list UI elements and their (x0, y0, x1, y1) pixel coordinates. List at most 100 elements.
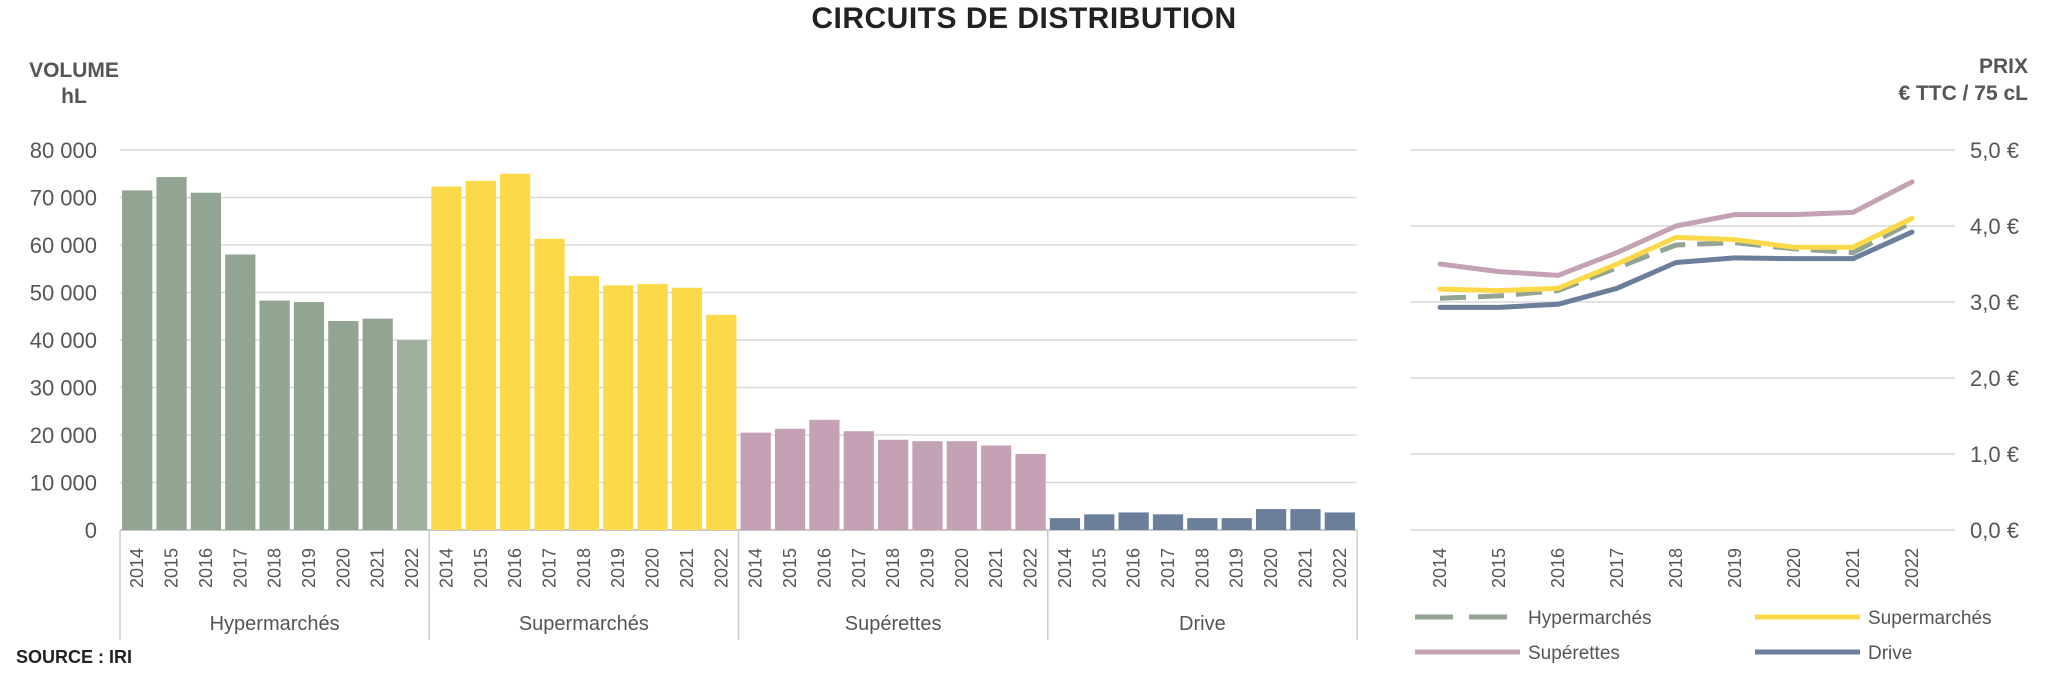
x-tick-label: 2020 (952, 548, 972, 588)
bar-Supermarchés-2017 (534, 238, 565, 530)
bar-Supermarchés-2022 (706, 314, 737, 530)
group-label-Drive: Drive (1179, 613, 1226, 635)
chart-title: CIRCUITS DE DISTRIBUTION (811, 2, 1237, 35)
price-x-tick-label: 2017 (1607, 548, 1627, 588)
bar-Supermarchés-2018 (568, 275, 599, 530)
right-axis-title-line2: € TTC / 75 cL (1898, 82, 2028, 105)
legend-label-Hypermarchés: Hypermarchés (1528, 608, 1652, 629)
bar-Supermarchés-2016 (500, 173, 531, 530)
price-tick-label: 2,0 € (1970, 366, 2019, 391)
x-tick-label: 2021 (368, 548, 388, 588)
x-tick-label: 2015 (162, 548, 182, 588)
x-tick-label: 2016 (505, 548, 525, 588)
price-line-Supérettes (1437, 179, 1915, 278)
x-tick-label: 2019 (299, 548, 319, 588)
y-tick-label: 50 000 (30, 281, 97, 306)
x-tick-label: 2020 (333, 548, 353, 588)
left-axis-title-line2: hL (61, 85, 87, 108)
bar-Hypermarchés-2020 (328, 321, 359, 530)
right-axis-title-line1: PRIX (1978, 55, 2028, 78)
x-tick-label: 2016 (814, 548, 834, 588)
x-tick-label: 2018 (265, 548, 285, 588)
bar-Supérettes-2018 (878, 439, 909, 530)
x-tick-label: 2014 (127, 548, 147, 588)
bar-Supérettes-2022 (1015, 454, 1046, 530)
x-tick-label: 2022 (711, 548, 731, 588)
price-x-tick-label: 2021 (1843, 548, 1863, 588)
right-axis-title: PRIX € TTC / 75 cL (1808, 53, 2028, 107)
y-tick-label: 40 000 (30, 328, 97, 353)
x-tick-label: 2020 (643, 548, 663, 588)
bar-Drive-2017 (1152, 514, 1184, 530)
price-tick-label: 0,0 € (1970, 518, 2019, 543)
price-tick-label: 5,0 € (1970, 138, 2019, 163)
y-tick-label: 60 000 (30, 233, 97, 258)
price-line-Supermarchés (1437, 215, 1915, 294)
y-tick-label: 20 000 (30, 423, 97, 448)
x-tick-label: 2022 (1330, 548, 1350, 588)
price-tick-label: 1,0 € (1970, 442, 2019, 467)
bar-Hypermarchés-2022 (396, 340, 428, 530)
price-x-tick-label: 2020 (1784, 548, 1804, 588)
x-tick-label: 2017 (540, 548, 560, 588)
bar-Supermarchés-2015 (465, 180, 496, 530)
price-line-Drive (1437, 229, 1915, 310)
bar-Supérettes-2017 (843, 431, 874, 530)
x-tick-label: 2014 (746, 548, 766, 588)
x-tick-label: 2022 (402, 548, 422, 588)
bar-Drive-2019 (1221, 518, 1252, 530)
bar-Drive-2015 (1084, 514, 1115, 530)
x-tick-label: 2017 (1158, 548, 1178, 588)
left-axis-title-line1: VOLUME (29, 59, 119, 82)
x-tick-label: 2014 (1055, 548, 1075, 588)
bar-Hypermarchés-2019 (293, 302, 325, 530)
bar-Supérettes-2016 (809, 419, 840, 530)
bar-Supermarchés-2019 (603, 285, 634, 530)
bar-Drive-2021 (1290, 509, 1321, 530)
y-tick-label: 0 (85, 518, 97, 543)
bar-Drive-2014 (1049, 518, 1081, 530)
price-x-tick-label: 2014 (1430, 548, 1450, 588)
bar-Supérettes-2021 (981, 445, 1012, 530)
x-tick-label: 2019 (1227, 548, 1247, 588)
bar-Hypermarchés-2018 (259, 300, 290, 530)
bar-Drive-2018 (1187, 518, 1218, 530)
bar-Hypermarchés-2015 (156, 177, 187, 530)
group-label-Supermarchés: Supermarchés (519, 613, 649, 635)
price-x-tick-label: 2019 (1725, 548, 1745, 588)
bar-Hypermarchés-2021 (362, 318, 393, 530)
bar-Drive-2022 (1324, 512, 1355, 530)
bar-Drive-2020 (1255, 509, 1287, 530)
x-tick-label: 2015 (780, 548, 800, 588)
x-tick-label: 2021 (986, 548, 1006, 588)
legend-label-Drive: Drive (1868, 643, 1912, 664)
x-tick-label: 2019 (608, 548, 628, 588)
legend-label-Supermarchés: Supermarchés (1868, 608, 1992, 629)
bar-Supérettes-2014 (740, 432, 771, 530)
left-axis-title: VOLUME hL (14, 58, 134, 110)
bar-Supermarchés-2020 (637, 283, 668, 530)
y-tick-label: 80 000 (30, 138, 97, 163)
price-tick-label: 4,0 € (1970, 214, 2019, 239)
bar-Supermarchés-2014 (431, 186, 462, 530)
x-tick-label: 2019 (917, 548, 937, 588)
price-x-tick-label: 2015 (1489, 548, 1509, 588)
bar-Supérettes-2020 (946, 441, 977, 530)
x-tick-label: 2017 (230, 548, 250, 588)
bar-Hypermarchés-2016 (190, 192, 222, 530)
y-tick-label: 30 000 (30, 376, 97, 401)
legend-label-Supérettes: Supérettes (1528, 643, 1620, 664)
x-tick-label: 2014 (436, 548, 456, 588)
bar-Supérettes-2019 (912, 441, 943, 530)
bar-Hypermarchés-2017 (225, 254, 256, 530)
y-tick-label: 10 000 (30, 471, 97, 496)
y-tick-label: 70 000 (30, 186, 97, 211)
x-tick-label: 2020 (1261, 548, 1281, 588)
bar-Drive-2016 (1118, 512, 1149, 530)
x-tick-label: 2016 (196, 548, 216, 588)
x-tick-label: 2018 (1192, 548, 1212, 588)
x-tick-label: 2015 (471, 548, 491, 588)
bar-Hypermarchés-2014 (122, 190, 153, 530)
x-tick-label: 2018 (574, 548, 594, 588)
